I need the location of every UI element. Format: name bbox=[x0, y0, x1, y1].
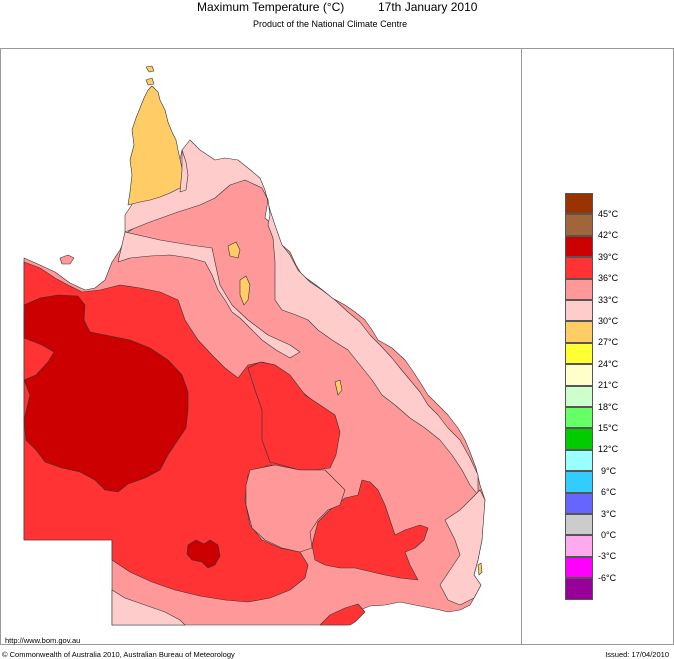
zone-27-30-inland-spot-2 bbox=[239, 275, 251, 306]
legend-label-1: 42°C bbox=[598, 230, 619, 241]
legend-swatch-16 bbox=[565, 535, 593, 557]
legend-label-3: 36°C bbox=[598, 273, 619, 284]
legend-label-13: 6°C bbox=[601, 487, 617, 498]
zone-30-33-southwest bbox=[111, 589, 186, 626]
legend-swatch-0 bbox=[565, 193, 593, 215]
legend-swatch-7 bbox=[565, 342, 593, 365]
legend-label-10: 15°C bbox=[598, 423, 619, 433]
legend-swatch-17 bbox=[565, 556, 593, 579]
zone-27-30-se-spot bbox=[477, 562, 483, 576]
legend-swatch-14 bbox=[565, 492, 593, 514]
island-torres-1 bbox=[145, 65, 155, 73]
legend-divider bbox=[521, 48, 522, 645]
legend-label-16: -3°C bbox=[598, 551, 617, 562]
frame-bottom-border bbox=[0, 644, 674, 645]
legend-label-11: 12°C bbox=[598, 444, 619, 455]
zone-30-33-cape-east bbox=[179, 149, 189, 193]
queensland-temperature-map bbox=[23, 65, 486, 626]
legend-swatch-8 bbox=[565, 364, 593, 386]
map-subtitle: Product of the National Climate Centre bbox=[253, 19, 408, 29]
bom-url-link[interactable]: http://www.bom.gov.au bbox=[5, 636, 81, 645]
legend-swatch-4 bbox=[565, 278, 593, 300]
island-torres-2 bbox=[145, 77, 155, 86]
legend-swatch-11 bbox=[565, 428, 593, 450]
zone-27-30-cape-york bbox=[127, 85, 186, 206]
legend-label-4: 33°C bbox=[598, 294, 619, 305]
zone-30-33-north bbox=[124, 139, 479, 496]
legend-swatch-18 bbox=[565, 578, 593, 600]
legend-swatch-1 bbox=[565, 214, 593, 236]
legend-label-2: 39°C bbox=[598, 251, 619, 262]
legend-label-17: -6°C bbox=[598, 572, 617, 583]
legend-label-7: 24°C bbox=[598, 358, 619, 369]
legend-label-15: 0°C bbox=[601, 530, 617, 540]
zone-39-42-south-spot bbox=[186, 539, 221, 569]
legend-swatch-13 bbox=[565, 471, 593, 493]
legend-label-8: 21°C bbox=[598, 380, 619, 391]
legend-swatch-3 bbox=[565, 257, 593, 279]
zone-27-30-coast-spot bbox=[334, 379, 343, 396]
zone-27-30-inland-spot-1 bbox=[227, 241, 241, 259]
legend-swatch-10 bbox=[565, 407, 593, 429]
island-gulf bbox=[59, 254, 75, 265]
legend-swatch-12 bbox=[565, 449, 593, 472]
legend-swatch-9 bbox=[565, 385, 593, 407]
legend-label-5: 30°C bbox=[598, 316, 619, 326]
zone-33-36-central-patch bbox=[245, 464, 346, 553]
legend-label-6: 27°C bbox=[598, 337, 619, 348]
legend-label-9: 18°C bbox=[598, 401, 619, 412]
zone-39-42-northwest bbox=[23, 294, 189, 493]
zone-36-39-border-patch bbox=[319, 603, 366, 626]
map-date: 17th January 2010 bbox=[378, 0, 478, 14]
zone-36-39-central-lobe bbox=[247, 361, 341, 471]
legend-swatch-2 bbox=[565, 235, 593, 258]
legend-swatch-5 bbox=[565, 300, 593, 322]
zone-30-33-interior-band bbox=[117, 231, 301, 359]
zone-30-33-southeast bbox=[439, 489, 486, 606]
legend-label-14: 3°C bbox=[601, 508, 617, 519]
legend-swatch-6 bbox=[565, 321, 593, 343]
zone-36-39-east-island bbox=[311, 479, 429, 581]
legend-label-0: 45°C bbox=[598, 209, 619, 219]
legend-swatch-15 bbox=[565, 514, 593, 536]
copyright-notice: © Commonwealth of Australia 2010, Austra… bbox=[2, 650, 235, 659]
map-header: Maximum Temperature (°C) 17th January 20… bbox=[0, 0, 674, 16]
issued-date: Issued: 17/04/2010 bbox=[605, 650, 669, 659]
map-title: Maximum Temperature (°C) bbox=[197, 0, 345, 14]
legend-label-12: 9°C bbox=[601, 465, 617, 476]
